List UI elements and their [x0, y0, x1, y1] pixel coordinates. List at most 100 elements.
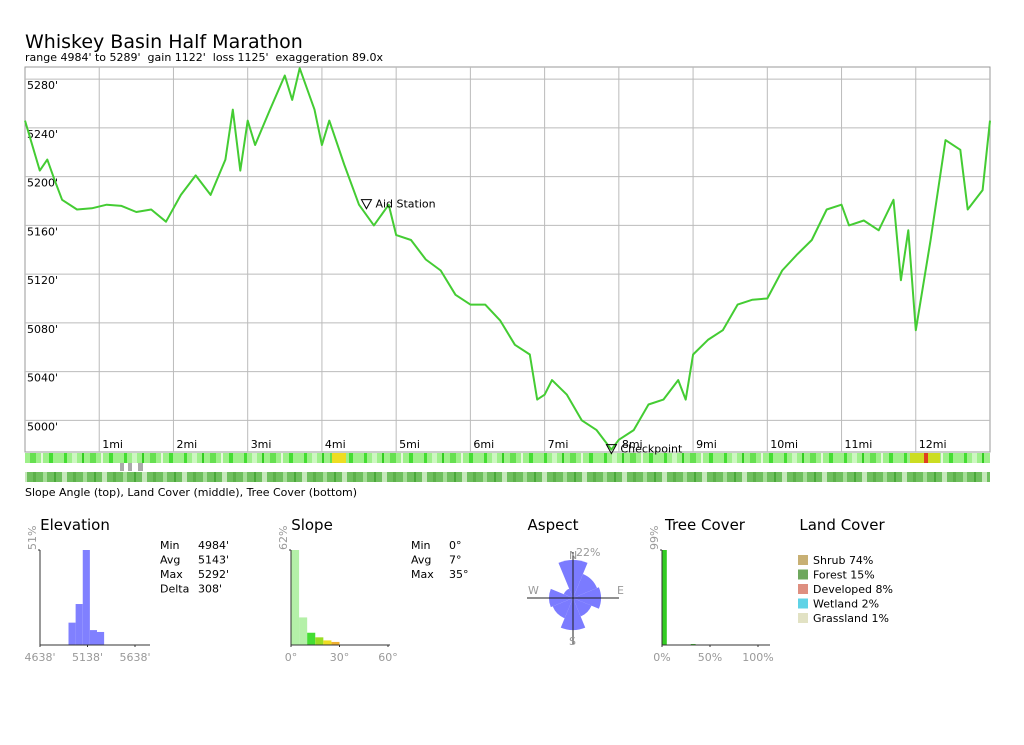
y-tick-label: 5280'	[27, 79, 58, 92]
histogram-bar	[68, 622, 76, 645]
strip-caption: Slope Angle (top), Land Cover (middle), …	[25, 486, 357, 499]
y-tick-label: 5040'	[27, 372, 58, 385]
slope-strip-steep	[332, 453, 346, 463]
stat-value: 5292'	[198, 568, 229, 581]
x-tick-label: 50%	[698, 651, 722, 664]
legend-value: 8%	[876, 583, 893, 596]
histogram-bar	[299, 617, 308, 645]
x-tick-label: 3mi	[251, 438, 272, 451]
x-tick-label: 12mi	[919, 438, 947, 451]
x-tick-label: 11mi	[845, 438, 873, 451]
stat-label: Delta	[160, 583, 189, 596]
x-tick-label: 0°	[285, 651, 298, 664]
stat-label: Min	[411, 539, 431, 552]
legend-value: 1%	[872, 612, 889, 625]
land-strip	[120, 463, 124, 471]
legend-swatch	[798, 598, 808, 609]
annotation-label: Aid Station	[375, 198, 435, 211]
elevation-line	[24, 67, 991, 451]
legend-name: Forest	[813, 569, 847, 582]
legend-name: Wetland	[813, 598, 858, 611]
aspect-wedge	[552, 598, 573, 619]
histogram-bar	[75, 604, 83, 645]
legend-swatch	[798, 555, 808, 565]
slope-strip-steep	[924, 453, 928, 463]
histogram-bar	[82, 550, 90, 645]
legend-name: Shrub	[813, 554, 845, 567]
histogram-bar	[291, 550, 300, 645]
histogram-bar	[97, 631, 105, 645]
y-tick-label: 5160'	[27, 225, 58, 238]
legend-value: 2%	[862, 598, 879, 611]
y-tick-label: 5000'	[27, 420, 58, 433]
x-tick-label: 10mi	[770, 438, 798, 451]
aspect-wedge	[573, 598, 592, 617]
legend-name: Developed	[813, 583, 872, 596]
stat-value: 5143'	[198, 554, 229, 567]
legend-entry: Wetland 2%	[813, 598, 879, 611]
land-strip	[128, 463, 132, 471]
histogram-bar	[323, 640, 332, 645]
panel-title: Slope	[291, 516, 333, 534]
y-tick-label: 5120'	[27, 274, 58, 287]
x-tick-label: 7mi	[548, 438, 569, 451]
r-tick-label: 22%	[576, 546, 600, 559]
legend-name: Grassland	[813, 612, 868, 625]
stat-label: Max	[411, 568, 434, 581]
x-tick-label: 1mi	[102, 438, 123, 451]
y-tick-label: 5240'	[27, 128, 58, 141]
x-tick-label: 0%	[653, 651, 670, 664]
y-tick-label: 51%	[26, 526, 39, 550]
aspect-wedge	[573, 573, 598, 598]
compass-label: S	[569, 635, 576, 648]
aspect-wedge	[563, 588, 573, 598]
legend-value: 15%	[850, 569, 874, 582]
compass-label: N	[569, 549, 577, 562]
x-tick-label: 2mi	[176, 438, 197, 451]
histogram-bar	[307, 632, 316, 645]
legend-swatch	[798, 569, 808, 580]
histogram-bar	[331, 641, 340, 645]
panel-title: Land Cover	[799, 516, 885, 534]
plot-area	[24, 66, 991, 453]
x-tick-label: 4mi	[325, 438, 346, 451]
legend-swatch	[798, 613, 808, 623]
stat-value: 7°	[449, 554, 462, 567]
annotation-label: Checkpoint	[620, 443, 683, 456]
annotation-marker	[605, 444, 618, 455]
x-tick-label: 5638'	[119, 651, 150, 664]
legend-entry: Developed 8%	[813, 583, 893, 596]
annotation-marker	[360, 199, 373, 210]
y-tick-label: 5080'	[27, 323, 58, 336]
histogram-bar	[89, 630, 97, 645]
y-tick-label: 5200'	[27, 177, 58, 190]
compass-label: W	[528, 584, 539, 597]
compass-label: E	[617, 584, 624, 597]
y-tick-label: 99%	[648, 526, 661, 550]
x-tick-label: 5mi	[399, 438, 420, 451]
stat-value: 35°	[449, 568, 469, 581]
x-tick-label: 9mi	[696, 438, 717, 451]
chart-title: Whiskey Basin Half Marathon	[25, 31, 303, 53]
legend-entry: Forest 15%	[813, 569, 875, 582]
x-tick-label: 4638'	[24, 651, 55, 664]
legend-value: 74%	[849, 554, 873, 567]
x-tick-label: 100%	[742, 651, 773, 664]
stat-label: Avg	[411, 554, 431, 567]
legend-entry: Grassland 1%	[813, 612, 889, 625]
legend-swatch	[798, 584, 808, 594]
tree-strip	[25, 472, 990, 482]
histogram-bar	[315, 637, 324, 645]
panel-title: Elevation	[40, 516, 110, 534]
stat-value: 308'	[198, 583, 222, 596]
slope-strip	[25, 453, 990, 463]
x-tick-label: 6mi	[473, 438, 494, 451]
x-tick-label: 8mi	[622, 438, 643, 451]
histogram-bar	[662, 550, 667, 645]
land-strip	[138, 463, 143, 471]
x-tick-label: 30°	[330, 651, 350, 664]
x-tick-label: 60°	[378, 651, 398, 664]
y-tick-label: 62%	[277, 526, 290, 550]
panel-title: Aspect	[528, 516, 579, 534]
